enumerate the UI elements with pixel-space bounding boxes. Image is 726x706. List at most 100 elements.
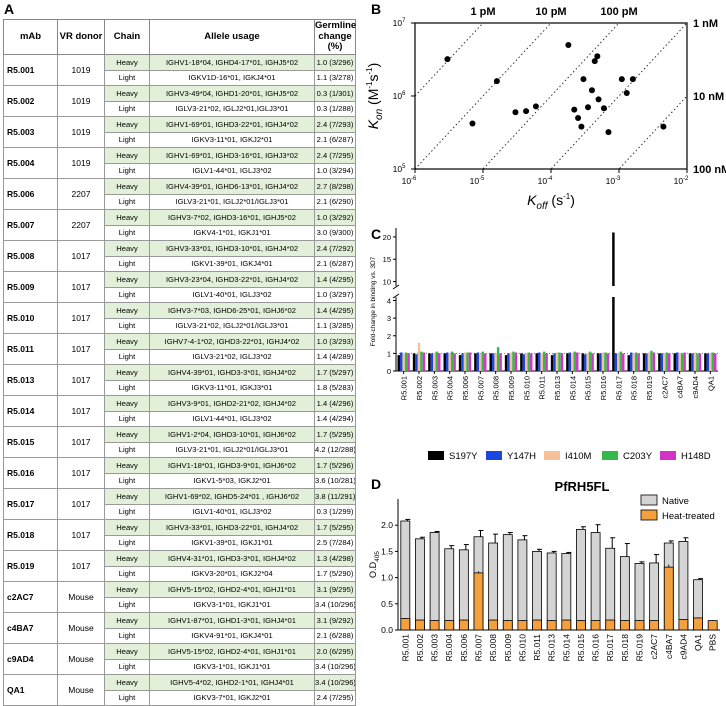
bar <box>443 353 446 371</box>
bar-native <box>532 551 542 631</box>
donor-cell: 1017 <box>57 395 105 427</box>
y-tick-label: 3 <box>387 314 391 323</box>
tick-exp: 6 <box>402 91 406 97</box>
x-tick-label: R5.006 <box>461 376 470 400</box>
chain-cell: Light <box>104 131 150 148</box>
table-row-heavy: R5.010 1017 Heavy IGHV3-7*03, IGHD6-25*01, … <box>3 302 356 334</box>
mab-cell: R5.016 <box>3 457 58 489</box>
chain-cell: Heavy <box>104 488 150 505</box>
chain-cell: Heavy <box>104 550 150 567</box>
germline-cell: 1.7 (5/297) <box>314 364 356 381</box>
tick-base: 10 <box>606 176 616 186</box>
bar <box>422 352 426 371</box>
data-point <box>532 103 539 110</box>
mab-cell: R5.011 <box>3 333 58 365</box>
germline-cell: 2.0 (6/295) <box>314 643 356 660</box>
legend-label: S197Y <box>449 451 478 462</box>
tick-base: 10 <box>674 176 684 186</box>
bar-heat-treated <box>649 620 660 631</box>
bar <box>445 352 449 371</box>
bar <box>691 353 694 371</box>
table-row-light: Light IGLV3-21*02, IGLJ2*01/IGLJ3*01 1.1 (… <box>4 317 356 334</box>
x-tick-label: R5.018 <box>630 376 639 400</box>
table-row-light: Light IGKV3-1*01, IGKJ1*01 3.4 (10/296) <box>4 658 356 675</box>
legend-swatch <box>640 494 658 506</box>
data-point <box>469 120 476 127</box>
axis-sub: 405 <box>374 551 381 562</box>
bar-heat-treated <box>561 619 572 631</box>
bar <box>573 351 577 371</box>
bar <box>642 353 646 371</box>
x-tick-label: 10-5 <box>470 176 485 186</box>
bar <box>704 353 707 371</box>
bar <box>537 352 541 371</box>
bar <box>632 353 635 371</box>
germline-cell: 1.0 (3/293) <box>314 333 356 350</box>
donor-cell: 1017 <box>57 426 105 458</box>
chain-cell: Light <box>104 689 150 706</box>
chain-cell: Heavy <box>104 581 150 598</box>
chain-cell: Light <box>104 658 150 675</box>
allele-cell: IGHV1-2*04, IGHD3-10*01, IGHJ6*02 <box>149 426 315 443</box>
x-tick-label: 10-2 <box>674 176 689 186</box>
bar <box>627 355 630 371</box>
chain-cell: Heavy <box>104 426 150 443</box>
x-tick-label: R5.007 <box>476 376 485 400</box>
germline-cell: 1.0 (3/296) <box>314 54 356 71</box>
bar <box>404 352 408 371</box>
mab-cell: c9AD4 <box>3 643 58 675</box>
chain-cell: Heavy <box>104 519 150 536</box>
donor-cell: 1017 <box>57 302 105 334</box>
allele-cell: IGHV4-39*01, IGHD3-3*01, IGHJ4*02 <box>149 364 315 381</box>
bar-native <box>444 548 455 631</box>
y-tick-label: 4 <box>387 297 391 306</box>
y-axis-label: Fold-change in binding vs. 3D7 <box>370 256 377 346</box>
bar <box>647 352 651 371</box>
y-tick-label: 20 <box>383 233 391 242</box>
y-tick-label: 15 <box>383 255 391 264</box>
chain-cell: Heavy <box>104 147 150 164</box>
bar <box>665 352 669 371</box>
bar <box>438 353 441 371</box>
legend-label: C203Y <box>623 451 653 462</box>
chain-cell: Light <box>104 410 150 427</box>
table-row-heavy: R5.003 1019 Heavy IGHV1-69*01, IGHD3-22*01,… <box>3 116 356 148</box>
y-axis-label: O.D405 <box>368 551 381 578</box>
donor-cell: 1019 <box>57 147 105 179</box>
chain-cell: Heavy <box>104 333 150 350</box>
chain-cell: Heavy <box>104 674 150 691</box>
x-tick-label: QA1 <box>706 376 715 391</box>
bar <box>650 350 653 371</box>
chain-cell: Heavy <box>104 364 150 381</box>
donor-cell: 1017 <box>57 364 105 396</box>
y-tick-label: 1 <box>387 349 391 358</box>
tick-base: 10 <box>393 164 403 174</box>
table-row-light: Light IGKV1-39*01, IGKJ1*01 2.5 (7/284) <box>4 534 356 551</box>
kd-label: 100 pM <box>600 6 637 18</box>
bar <box>711 352 715 371</box>
bar <box>402 353 405 371</box>
mab-cell: R5.008 <box>3 240 58 272</box>
data-point <box>629 76 636 83</box>
data-point <box>623 89 630 96</box>
chart-title: PfRH5FL <box>555 479 610 494</box>
table-row-heavy: R5.014 1017 Heavy IGHV3-9*01, IGHD2-21*02, … <box>3 395 356 427</box>
x-tick-label: R5.002 <box>415 376 424 400</box>
allele-cell: IGLV1-44*01, IGLJ3*02 <box>149 162 315 179</box>
chain-cell: Light <box>104 472 150 489</box>
allele-cell: IGKV3-11*01, IGKJ3*01 <box>149 379 315 396</box>
bar <box>606 353 610 371</box>
allele-cell: IGHV3-7*03, IGHD6-25*01, IGHJ6*02 <box>149 302 315 319</box>
data-point <box>565 41 572 48</box>
bar <box>542 351 546 371</box>
bar-heat-treated <box>444 620 455 631</box>
table-row-heavy: R5.008 1017 Heavy IGHV3-33*01, IGHD3-10*01,… <box>3 240 356 272</box>
bar <box>714 353 717 371</box>
germline-cell: 1.3 (4/298) <box>314 550 356 567</box>
bar <box>680 353 684 371</box>
bar-heat-treated <box>517 620 528 631</box>
bar-native <box>517 539 528 631</box>
allele-cell: IGKV3-11*01, IGKJ2*01 <box>149 131 315 148</box>
x-tick-label: R5.019 <box>645 376 654 400</box>
tick-exp: -6 <box>411 176 417 182</box>
